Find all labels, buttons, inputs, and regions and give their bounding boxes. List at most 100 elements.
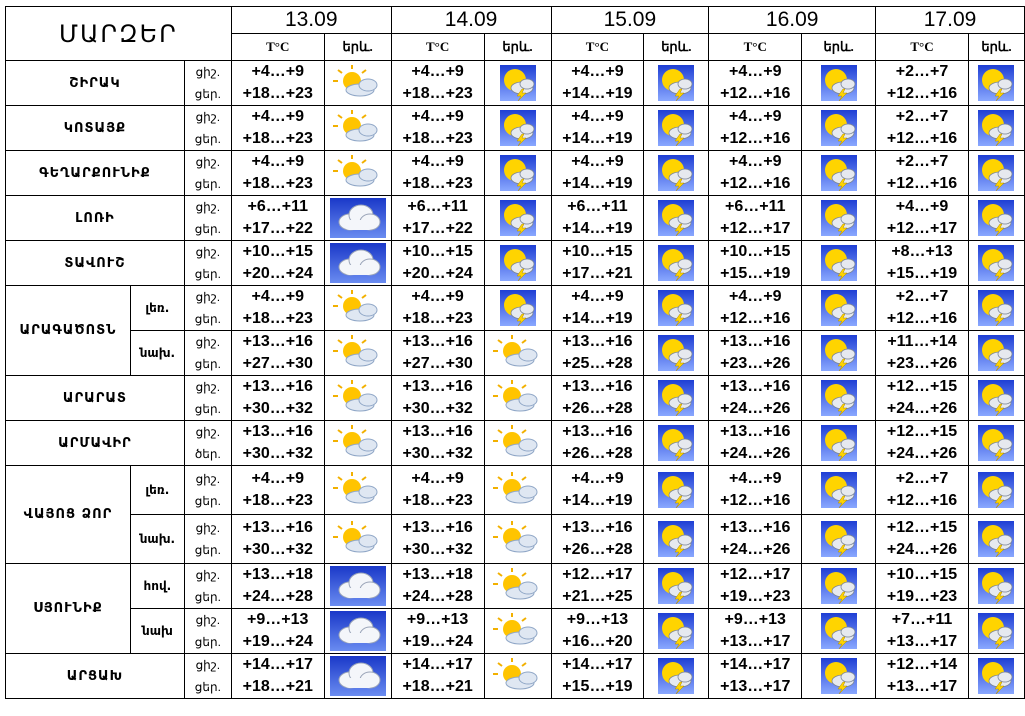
night-label: ցիշ. [195,521,221,535]
sun-cloud-thunder-icon [969,245,1023,281]
weather-cell [801,330,877,376]
night-temp: +14…+17 [242,656,313,673]
sun-cloud-thunder-icon [803,200,875,236]
day-temp: +13…+17 [720,678,791,695]
day-label: ցեր. [194,222,221,236]
night-temp: +4…+9 [411,108,464,125]
day-temp: +24…+28 [242,588,313,605]
temperature-cell: +14…+17 +15…+19 [550,653,645,699]
day-temp: +13…+17 [886,633,958,650]
night-temp: +10…+15 [720,243,791,260]
night-temp: +13…+16 [562,519,633,536]
night-temp: +13…+16 [402,423,473,440]
night-temp: +4…+9 [411,470,464,487]
temperature-cell: +2…+7 +12…+16 [875,105,969,151]
table-row: ԱՐՄԱՎԻՐ ցիշ. ծեր. +13…+16 +30…+32 +13…+16 +30…… [5,420,1025,466]
day-label: ցեր. [194,267,221,281]
temperature-cell: +13…+16 +24…+26 [708,514,803,564]
night-label: ցիշ. [195,200,221,214]
day-temp: +14…+19 [562,492,633,509]
night-temp: +12…+14 [886,656,958,673]
day-temp: +12…+16 [720,492,791,509]
day-temp: +18…+23 [402,175,473,192]
time-of-day-labels: ցիշ. ցեր. [183,563,232,609]
partly-cloudy-icon [485,333,550,373]
sun-cloud-thunder-icon [645,472,708,508]
partly-cloudy-icon [325,423,390,463]
temperature-cell: +13…+16 +26…+28 [550,420,645,466]
weather-cell [967,150,1025,196]
partly-cloudy-icon [325,288,390,328]
partly-cloudy-icon [485,611,550,651]
temperature-cell: +4…+9 +18…+23 [390,60,485,106]
weather-cell [967,514,1025,564]
weather-cell [801,465,877,515]
day-temp: +12…+16 [886,310,958,327]
weather-cell [643,330,710,376]
night-temp: +12…+17 [720,566,791,583]
day-temp: +15…+19 [720,265,791,282]
night-temp: +2…+7 [895,153,949,170]
weather-cell [643,420,710,466]
night-temp: +12…+15 [886,378,958,395]
temperature-cell: +12…+17 +21…+25 [550,563,645,609]
time-of-day-labels: ցիշ. ցեր. [183,195,232,241]
weather-column-header: երև. [801,33,877,61]
cloudy-icon [325,243,390,283]
forecast-table: ՄԱՐԶԵՐ 13.09 14.09 15.09 16.09 17.09 T°C… [5,6,1025,699]
sun-cloud-thunder-icon [645,335,708,371]
table-row: ԳԵՂԱՐՔՈՒՆԻՔ ցիշ. ցեր. +4…+9 +18…+23 +4…+9 +18…… [5,150,1025,196]
cloudy-icon [325,611,390,651]
day-temp: +20…+24 [242,265,313,282]
temperature-cell: +4…+9 +14…+19 [550,285,645,331]
sun-cloud-thunder-icon [969,200,1023,236]
weather-cell [323,285,392,331]
temperature-cell: +13…+16 +30…+32 [390,375,485,421]
sun-cloud-thunder-icon [645,568,708,604]
day-temp: +13…+17 [720,633,791,650]
night-temp: +13…+16 [402,333,473,350]
temperature-cell: +6…+11 +17…+22 [390,195,485,241]
day-temp: +27…+30 [402,355,473,372]
sun-cloud-thunder-icon [803,245,875,281]
night-temp: +13…+16 [402,378,473,395]
subregion-name: հով. [129,563,185,609]
partly-cloudy-icon [485,519,550,559]
table-row: ՏԱՎՈՒՇ ցիշ. ցեր. +10…+15 +20…+24 +10…+15 +20…+… [5,240,1025,286]
subregion-name: նախ. [129,514,185,564]
day-temp: +14…+19 [562,175,633,192]
region-name: ԿՈՏԱՅՔ [5,105,185,151]
night-temp: +12…+15 [886,519,958,536]
night-temp: +13…+16 [720,378,791,395]
night-temp: +13…+16 [562,378,633,395]
sun-cloud-thunder-icon [969,472,1023,508]
temperature-cell: +4…+9 +18…+23 [230,150,325,196]
night-temp: +10…+15 [562,243,633,260]
region-name: ԼՈՌԻ [5,195,185,241]
weather-cell [483,330,552,376]
table-row: ՎԱՅՈՑ ՁՈՐ լեռ. ցիշ. ցեր. +4…+9 +18…+23 +4…+9 +1… [5,465,1025,564]
temperature-cell: +13…+16 +26…+28 [550,514,645,564]
weather-cell [483,195,552,241]
night-temp: +14…+17 [720,656,791,673]
day-temp: +15…+19 [562,678,633,695]
weather-cell [323,240,392,286]
night-temp: +2…+7 [895,470,949,487]
weather-cell [801,375,877,421]
region-name: ԳԵՂԱՐՔՈՒՆԻՔ [5,150,185,196]
weather-cell [967,240,1025,286]
sun-cloud-thunder-icon [969,380,1023,416]
weather-cell [967,420,1025,466]
day-temp: +24…+26 [886,541,958,558]
weather-cell [323,465,392,515]
night-temp: +4…+9 [728,470,782,487]
night-temp: +4…+9 [411,153,464,170]
sun-cloud-thunder-icon [645,155,708,191]
partly-cloudy-icon [485,378,550,418]
temperature-cell: +4…+9 +12…+16 [708,150,803,196]
day-temp: +12…+16 [886,492,958,509]
sun-cloud-thunder-icon [485,110,550,146]
temperature-cell: +9…+13 +16…+20 [550,608,645,654]
time-of-day-labels: ցիշ. ցեր. [183,285,232,331]
temperature-cell: +13…+16 +30…+32 [230,420,325,466]
